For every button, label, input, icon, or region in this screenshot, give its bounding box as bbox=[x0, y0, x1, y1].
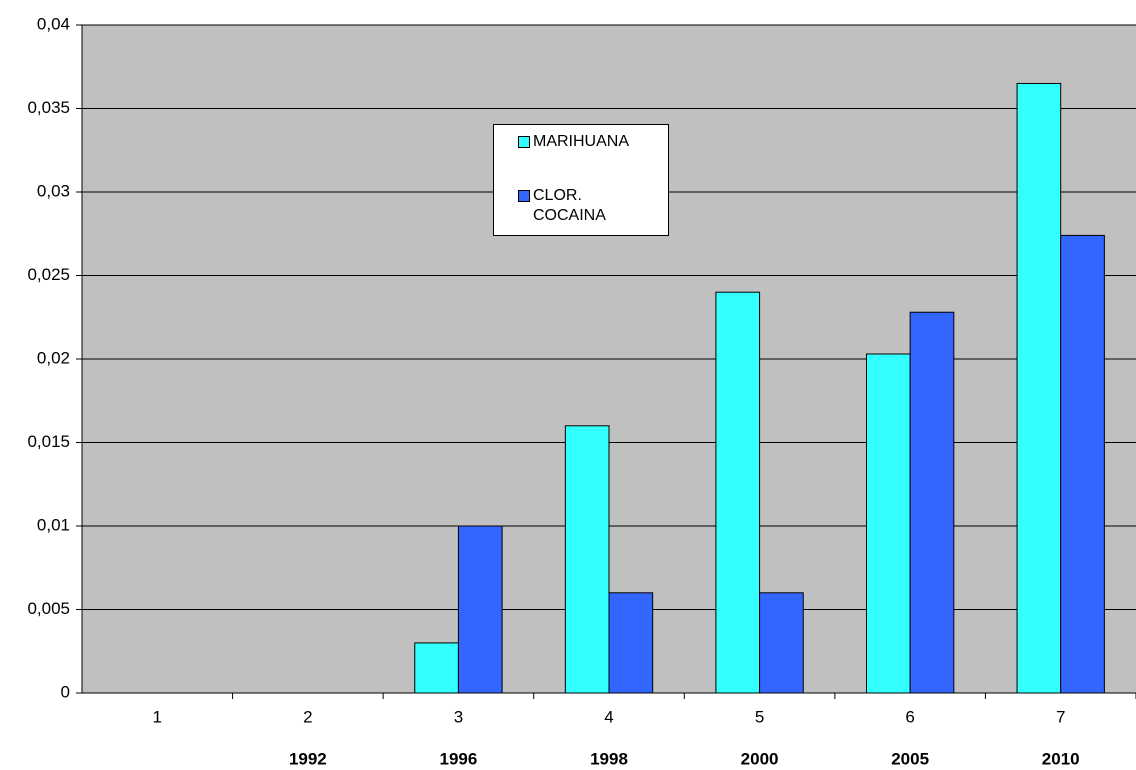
y-tick-label: 0,02 bbox=[37, 348, 70, 367]
x-tick-label: 2 bbox=[303, 707, 312, 726]
x-year-label: 2010 bbox=[1042, 749, 1080, 768]
x-tick-label: 5 bbox=[755, 707, 764, 726]
legend-label: CLOR. COCAINA bbox=[533, 187, 606, 224]
x-year-label: 1998 bbox=[590, 749, 628, 768]
x-year-label: 2000 bbox=[741, 749, 779, 768]
bar bbox=[564, 425, 610, 694]
x-tick-label: 1 bbox=[153, 707, 162, 726]
legend-entry: CLOR. COCAINA bbox=[518, 186, 633, 226]
bar bbox=[909, 311, 955, 694]
bar bbox=[715, 291, 761, 694]
x-year-label: 1992 bbox=[289, 749, 327, 768]
x-tick-label: 4 bbox=[604, 707, 613, 726]
x-tick-label: 7 bbox=[1056, 707, 1065, 726]
x-year-label: 1996 bbox=[440, 749, 478, 768]
x-year-label: 2005 bbox=[891, 749, 929, 768]
legend: MARIHUANA CLOR. COCAINA bbox=[493, 124, 669, 236]
y-tick-label: 0,025 bbox=[27, 265, 70, 284]
y-tick-label: 0,035 bbox=[27, 98, 70, 117]
x-tick-label: 6 bbox=[905, 707, 914, 726]
bar bbox=[1060, 234, 1105, 694]
bar bbox=[865, 353, 911, 694]
x-tick-label: 3 bbox=[454, 707, 463, 726]
bar bbox=[414, 642, 459, 694]
y-tick-label: 0,04 bbox=[37, 14, 70, 33]
y-tick-label: 0,01 bbox=[37, 515, 70, 534]
y-tick-label: 0 bbox=[61, 682, 70, 701]
legend-entry: MARIHUANA bbox=[518, 132, 629, 152]
y-tick-label: 0,005 bbox=[27, 599, 70, 618]
legend-swatch bbox=[518, 136, 530, 148]
y-tick-label: 0,03 bbox=[37, 181, 70, 200]
legend-swatch bbox=[518, 190, 530, 202]
bar bbox=[608, 592, 654, 694]
bar bbox=[1016, 82, 1062, 694]
bar bbox=[759, 592, 804, 694]
legend-label: MARIHUANA bbox=[533, 133, 630, 150]
y-tick-label: 0,015 bbox=[27, 432, 70, 451]
bar bbox=[457, 525, 503, 694]
